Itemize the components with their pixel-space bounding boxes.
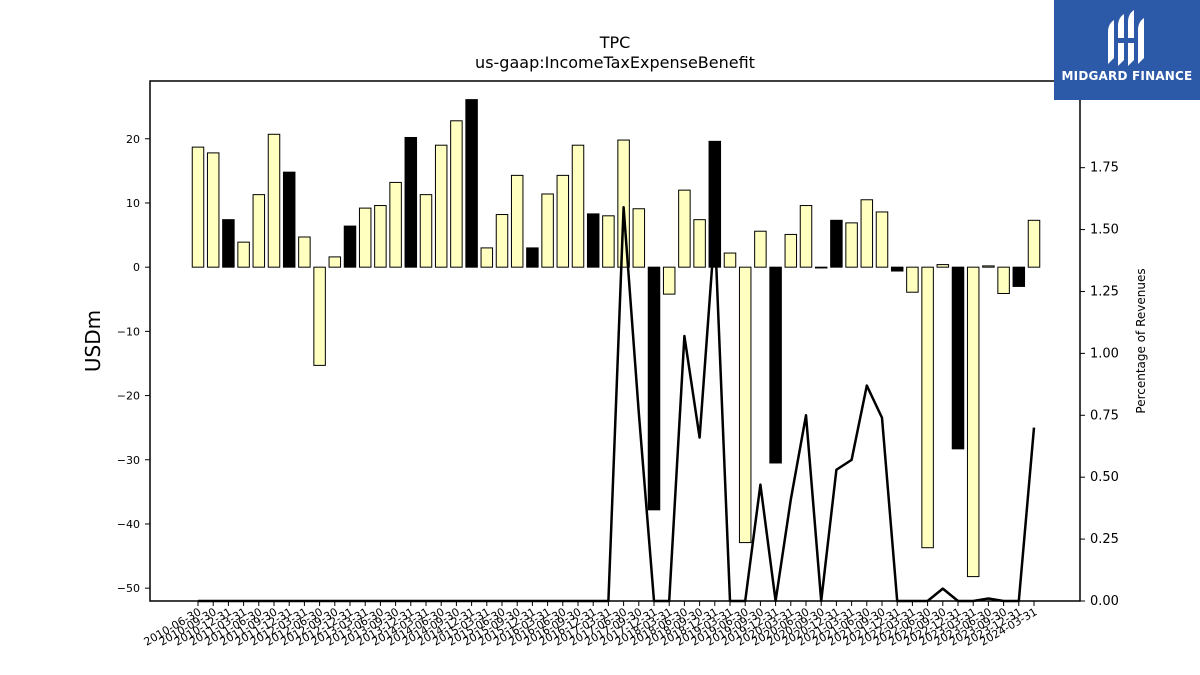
bar [556,174,570,268]
bar [723,252,737,268]
bar [541,193,554,268]
bar [906,266,919,293]
y2-axis-label: Percentage of Revenues [1134,268,1148,413]
y-tick-label: −50 [117,582,140,595]
axes-group: −50 −40 −30 −20 −10 0 10 20 0.00 0.25 0.50 0.75 1.00… [117,80,1119,649]
bar [358,207,372,268]
bar [951,266,965,450]
bar [662,266,676,295]
y2-tick-label: 1.75 [1090,161,1119,176]
bar [799,205,813,268]
bar [389,181,402,268]
y-tick-label: −30 [117,454,140,467]
bar [495,214,509,268]
bar [921,266,934,549]
y-tick-label: −10 [117,325,140,338]
bar [298,236,311,268]
y2-tick-label: 0.75 [1090,408,1119,423]
bar [647,266,661,511]
bar [404,136,418,268]
percentage-line [198,206,1036,603]
bar [1027,219,1041,268]
y-axis-label: USDm [81,310,105,372]
bar [1012,266,1026,287]
bar [313,266,326,366]
bar [632,208,646,268]
bar [191,146,205,268]
bar [374,205,387,268]
bar [708,140,722,268]
bar [222,219,235,268]
bar [769,266,782,464]
y-tick-label: 10 [126,197,140,210]
bar [237,241,250,268]
bar [328,256,342,268]
chart-subtitle: us-gaap:IncomeTaxExpenseBenefit [475,53,755,72]
bar [480,247,494,268]
bar [693,219,706,268]
midgard-logo-icon [1108,10,1144,66]
bar [754,230,767,268]
bar [206,152,220,268]
bar [784,233,798,268]
bar [982,265,995,268]
bar [936,264,950,268]
bar [890,266,904,272]
bar [343,225,357,268]
bar [845,222,858,268]
logo: MIDGARD FINANCE [1054,0,1200,100]
y2-tick-label: 0.00 [1090,594,1119,609]
y2-tick-label: 1.00 [1090,346,1119,361]
bar [830,219,843,268]
bar [267,133,281,268]
bar [571,144,585,268]
y-tick-label: 20 [126,133,140,146]
bar [282,171,296,268]
logo-text: MIDGARD FINANCE [1061,69,1193,83]
chart-title: TPC [599,33,631,52]
plot-frame [149,80,1081,602]
bar [419,194,433,268]
bar [678,189,691,268]
bar [450,120,463,268]
bar [586,213,600,268]
bar [738,266,752,544]
bar [966,266,980,578]
bar [510,174,524,268]
bar [434,144,448,268]
y-tick-label: 0 [133,261,140,274]
bar [526,247,539,268]
bars-group [191,99,1041,578]
bar [252,194,266,268]
bar [465,99,478,268]
bar [617,139,630,268]
y2-tick-label: 1.50 [1090,223,1119,238]
y2-tick-label: 1.25 [1090,284,1119,299]
bar [602,215,615,268]
bar [875,211,889,268]
y-tick-label: −40 [117,518,140,531]
y2-tick-label: 0.50 [1090,470,1119,485]
y2-tick-label: 0.25 [1090,532,1119,547]
bar [997,266,1010,294]
bar [814,266,828,269]
y-tick-label: −20 [117,390,140,403]
bar [860,199,874,268]
line-group [198,206,1036,603]
